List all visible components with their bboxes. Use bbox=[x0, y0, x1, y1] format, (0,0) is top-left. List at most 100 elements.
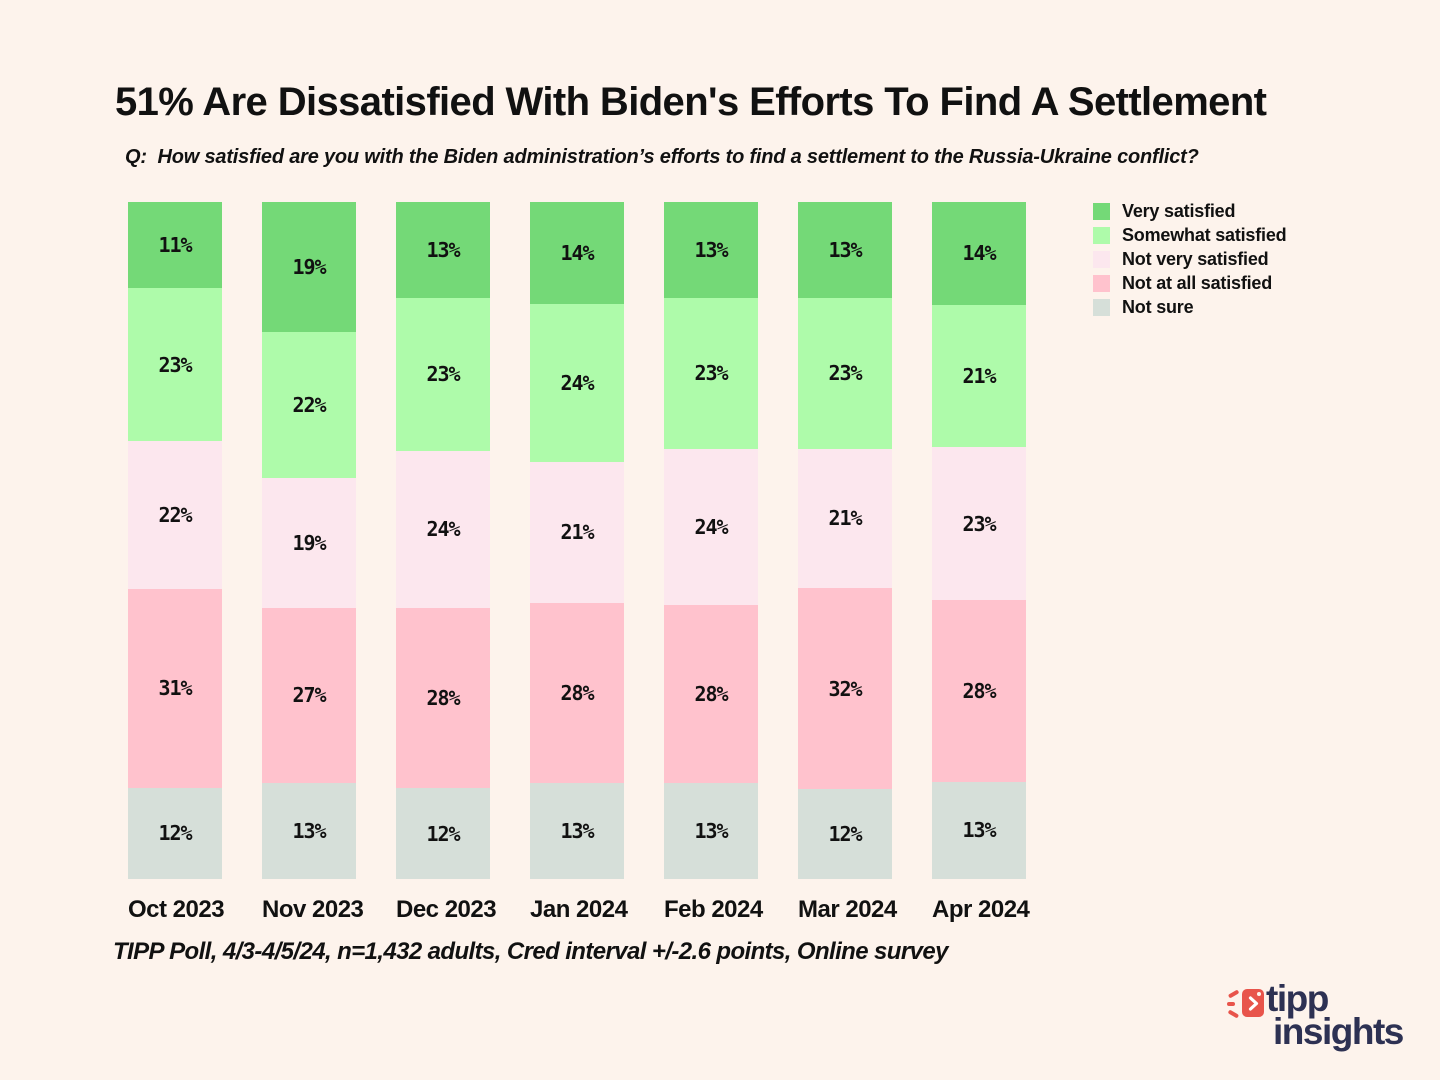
legend-label: Somewhat satisfied bbox=[1122, 225, 1287, 245]
segment-value-label: 13% bbox=[292, 818, 326, 843]
bar-segment: 22% bbox=[262, 331, 356, 479]
bar-segment: 13% bbox=[664, 202, 758, 298]
segment-value-label: 14% bbox=[560, 240, 594, 265]
chart-legend: Very satisfied Somewhat satisfied Not very… bbox=[1093, 201, 1287, 317]
bar-segment: 21% bbox=[932, 304, 1026, 447]
legend-label: Not very satisfied bbox=[1122, 249, 1269, 269]
segment-value-label: 13% bbox=[694, 819, 728, 844]
segment-value-label: 13% bbox=[426, 238, 460, 263]
segment-value-label: 28% bbox=[962, 679, 996, 704]
bar-segment: 13% bbox=[664, 783, 758, 879]
bar-segment: 12% bbox=[798, 788, 892, 879]
legend-item: Not at all satisfied bbox=[1093, 273, 1286, 293]
bar-column: 13% 23% 21% 32% 12% bbox=[798, 202, 892, 879]
bar-column: 11% 23% 22% 31% 12% bbox=[128, 202, 222, 880]
segment-value-label: 24% bbox=[560, 370, 594, 395]
legend-label: Not sure bbox=[1122, 297, 1194, 317]
bar-segment: 28% bbox=[530, 602, 624, 783]
segment-value-label: 19% bbox=[292, 531, 326, 556]
bar-segment: 31% bbox=[128, 589, 222, 788]
segment-value-label: 24% bbox=[426, 517, 460, 542]
bar-segment: 21% bbox=[530, 461, 624, 603]
legend-swatch-icon bbox=[1093, 275, 1110, 292]
bar-segment: 23% bbox=[664, 297, 758, 449]
segment-value-label: 11% bbox=[158, 232, 192, 257]
logo-wordmark: tipp insights bbox=[1266, 978, 1404, 1052]
segment-value-label: 12% bbox=[158, 821, 192, 846]
bar-segment: 21% bbox=[798, 448, 892, 589]
bar-segment: 27% bbox=[262, 608, 356, 783]
segment-value-label: 28% bbox=[560, 680, 594, 705]
x-axis-labels: Oct 2023 Nov 2023 Dec 2023 Jan 2024 Feb 2024… bbox=[128, 896, 1030, 924]
segment-value-label: 19% bbox=[292, 254, 326, 279]
bar-segment: 24% bbox=[664, 448, 758, 605]
segment-value-label: 24% bbox=[694, 514, 728, 539]
bar-column: 19% 22% 19% 27% 13% bbox=[262, 202, 356, 879]
logo-speed-line-icon bbox=[1227, 1009, 1240, 1019]
bar-segment: 24% bbox=[396, 450, 490, 609]
bar-segment: 23% bbox=[798, 297, 892, 449]
bar-column: 13% 23% 24% 28% 12% bbox=[396, 202, 490, 879]
segment-value-label: 21% bbox=[962, 363, 996, 388]
segment-value-label: 13% bbox=[962, 818, 996, 843]
bar-segment: 13% bbox=[396, 202, 490, 299]
x-axis-label: Dec 2023 bbox=[396, 896, 497, 923]
bar-segment: 23% bbox=[128, 287, 222, 442]
bar-segment: 28% bbox=[396, 608, 490, 789]
legend-label: Very satisfied bbox=[1122, 201, 1236, 221]
bar-segment: 22% bbox=[128, 441, 222, 590]
legend-swatch-icon bbox=[1093, 203, 1110, 220]
segment-value-label: 12% bbox=[426, 821, 460, 846]
x-axis-label: Mar 2024 bbox=[798, 896, 897, 923]
logo-word-tipp: tipp bbox=[1266, 978, 1329, 1019]
bar-segment: 23% bbox=[932, 446, 1026, 601]
bar-segment: 11% bbox=[128, 202, 222, 288]
segment-value-label: 14% bbox=[962, 241, 996, 266]
bar-segment: 24% bbox=[530, 303, 624, 462]
legend-swatch-icon bbox=[1093, 251, 1110, 268]
segment-value-label: 23% bbox=[158, 352, 192, 377]
bar-segment: 13% bbox=[798, 202, 892, 298]
legend-swatch-icon bbox=[1093, 227, 1110, 244]
bar-segment: 13% bbox=[932, 781, 1026, 879]
x-axis-label: Oct 2023 bbox=[128, 896, 225, 923]
segment-value-label: 28% bbox=[426, 686, 460, 711]
bar-segment: 13% bbox=[262, 782, 356, 879]
segment-value-label: 21% bbox=[560, 520, 594, 545]
segment-value-label: 13% bbox=[828, 237, 862, 262]
segment-value-label: 13% bbox=[694, 237, 728, 262]
tipp-arrow-icon bbox=[1242, 989, 1264, 1017]
bar-column: 14% 21% 23% 28% 13% bbox=[932, 202, 1026, 879]
x-axis-label: Feb 2024 bbox=[664, 896, 763, 923]
segment-value-label: 13% bbox=[560, 818, 594, 843]
segment-value-label: 12% bbox=[828, 821, 862, 846]
bar-segment: 14% bbox=[932, 202, 1026, 305]
legend-item: Somewhat satisfied bbox=[1093, 225, 1287, 245]
page-title: 51% Are Dissatisfied With Biden's Effort… bbox=[115, 80, 1267, 124]
x-axis-label: Apr 2024 bbox=[932, 896, 1030, 923]
segment-value-label: 21% bbox=[828, 506, 862, 531]
survey-footnote: TIPP Poll, 4/3-4/5/24, n=1,432 adults, C… bbox=[113, 938, 948, 965]
bar-segment: 14% bbox=[530, 202, 624, 304]
bar-segment: 28% bbox=[664, 604, 758, 784]
segment-value-label: 23% bbox=[694, 361, 728, 386]
segment-value-label: 28% bbox=[694, 682, 728, 707]
bar-segment: 12% bbox=[128, 787, 222, 880]
bar-column: 14% 24% 21% 28% 13% bbox=[530, 202, 624, 879]
logo-word-insights: insights bbox=[1273, 1011, 1404, 1052]
segment-value-label: 23% bbox=[426, 362, 460, 387]
segment-value-label: 22% bbox=[292, 393, 326, 418]
bar-segment: 28% bbox=[932, 600, 1026, 782]
bar-segment: 12% bbox=[396, 788, 490, 879]
legend-item: Not sure bbox=[1093, 297, 1286, 317]
segment-value-label: 31% bbox=[158, 676, 192, 701]
segment-value-label: 27% bbox=[292, 683, 326, 708]
legend-label: Not at all satisfied bbox=[1122, 273, 1273, 293]
tipp-insights-logo: tipp insights bbox=[1227, 978, 1440, 1060]
stacked-bar-chart: 11% 23% 22% 31% 12% 19% 22% 19% 27% 13% 13% 23% 24% 2… bbox=[128, 202, 1026, 880]
segment-value-label: 32% bbox=[828, 676, 862, 701]
bar-segment: 19% bbox=[262, 478, 356, 609]
legend-item: Not very satisfied bbox=[1093, 249, 1286, 269]
logo-speed-line-icon bbox=[1227, 989, 1240, 999]
